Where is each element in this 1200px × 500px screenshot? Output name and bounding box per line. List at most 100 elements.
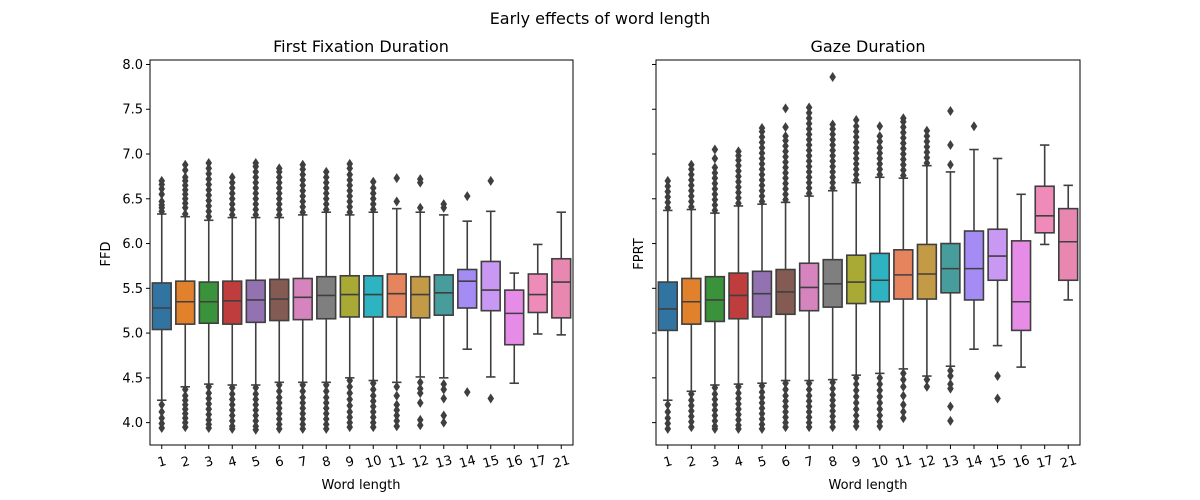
- box-body: [551, 257, 572, 319]
- outlier-point: [664, 181, 672, 192]
- outlier-point: [876, 421, 884, 432]
- outlier-point: [487, 175, 495, 186]
- outlier-point: [346, 394, 354, 405]
- outlier-point: [876, 131, 884, 142]
- outlier-point: [805, 118, 813, 129]
- outlier-point: [900, 132, 907, 143]
- panel-first-fixation-duration: First Fixation Duration Word length FFD …: [99, 37, 574, 493]
- outlier-point: [252, 199, 260, 210]
- box-body: [504, 289, 525, 346]
- outlier-point: [994, 371, 1001, 382]
- outlier-point: [735, 198, 742, 209]
- outlier-point: [322, 408, 330, 419]
- outlier-point: [369, 422, 377, 433]
- box-21: [1058, 184, 1079, 301]
- outlier-point: [181, 172, 189, 183]
- outlier-point: [852, 397, 860, 408]
- box-14: [963, 121, 985, 350]
- x-axis-label: Word length: [322, 478, 401, 493]
- outlier-point: [876, 136, 884, 147]
- outlier-point: [852, 114, 860, 125]
- x-tick-label: 4: [733, 454, 745, 471]
- box-body: [151, 282, 172, 331]
- outlier-point: [322, 414, 330, 425]
- outlier-point: [252, 394, 260, 405]
- outlier-point: [322, 386, 330, 397]
- outlier-point: [805, 140, 813, 151]
- outlier-point: [205, 195, 213, 206]
- outlier-point: [711, 423, 719, 434]
- outlier-point: [664, 202, 672, 213]
- box-13: [433, 199, 454, 428]
- outlier-point: [923, 381, 931, 392]
- outlier-point: [829, 172, 836, 183]
- outlier-point: [688, 201, 695, 212]
- outlier-point: [299, 174, 307, 185]
- outlier-point: [275, 177, 283, 188]
- outlier-point: [782, 122, 789, 133]
- outlier-point: [876, 153, 884, 164]
- outlier-point: [947, 371, 954, 382]
- box-12: [410, 174, 431, 431]
- outlier-point: [758, 142, 766, 153]
- outlier-point: [805, 390, 813, 401]
- outlier-point: [947, 415, 954, 426]
- outlier-point: [181, 159, 189, 170]
- outlier-point: [876, 410, 884, 421]
- outlier-point: [228, 410, 236, 421]
- outlier-point: [947, 365, 954, 376]
- outlier-point: [440, 384, 448, 395]
- outlier-point: [852, 126, 860, 137]
- outlier-point: [158, 406, 166, 417]
- box-10: [869, 121, 890, 432]
- x-tick-label: 6: [274, 454, 286, 471]
- outlier-point: [782, 390, 789, 401]
- outlier-point: [228, 188, 236, 199]
- outlier-point: [829, 156, 836, 167]
- x-tick-label: 3: [709, 454, 721, 471]
- outlier-point: [782, 396, 789, 407]
- x-tick-label: 15: [988, 453, 1008, 472]
- outlier-point: [440, 417, 448, 428]
- outlier-point: [252, 193, 260, 204]
- y-tick-label: 7.0: [122, 148, 143, 163]
- box-13: [940, 106, 961, 426]
- outlier-point: [688, 411, 695, 422]
- outlier-point: [275, 199, 283, 210]
- outlier-point: [711, 173, 719, 184]
- outlier-point: [829, 166, 836, 177]
- y-tick-label: 8.0: [122, 58, 143, 73]
- outlier-point: [829, 145, 836, 156]
- x-tick-label: 13: [434, 453, 454, 472]
- box-8: [316, 166, 337, 434]
- outlier-point: [487, 393, 495, 404]
- outlier-point: [711, 183, 719, 194]
- x-tick-label: 8: [827, 454, 839, 471]
- outlier-point: [758, 191, 766, 202]
- outlier-point: [805, 123, 813, 134]
- figure-title: Early effects of word length: [490, 9, 711, 28]
- outlier-point: [205, 211, 213, 222]
- outlier-point: [252, 209, 260, 220]
- outlier-point: [346, 158, 354, 169]
- x-tick-label: 9: [344, 454, 356, 471]
- outlier-point: [275, 193, 283, 204]
- outlier-point: [900, 390, 907, 401]
- box-body: [363, 274, 384, 318]
- outlier-point: [228, 394, 236, 405]
- outlier-point: [782, 173, 789, 184]
- box-15: [987, 157, 1008, 404]
- outlier-point: [900, 138, 907, 149]
- outlier-point: [782, 103, 789, 114]
- outlier-point: [299, 414, 307, 425]
- outlier-point: [711, 153, 719, 164]
- outlier-point: [252, 388, 260, 399]
- outlier-point: [346, 185, 354, 196]
- outlier-point: [758, 392, 766, 403]
- outlier-point: [805, 396, 813, 407]
- outlier-point: [805, 406, 813, 417]
- box-14: [457, 191, 478, 398]
- box-body: [269, 278, 290, 322]
- outlier-point: [440, 393, 448, 404]
- x-tick-label: 1: [662, 454, 674, 471]
